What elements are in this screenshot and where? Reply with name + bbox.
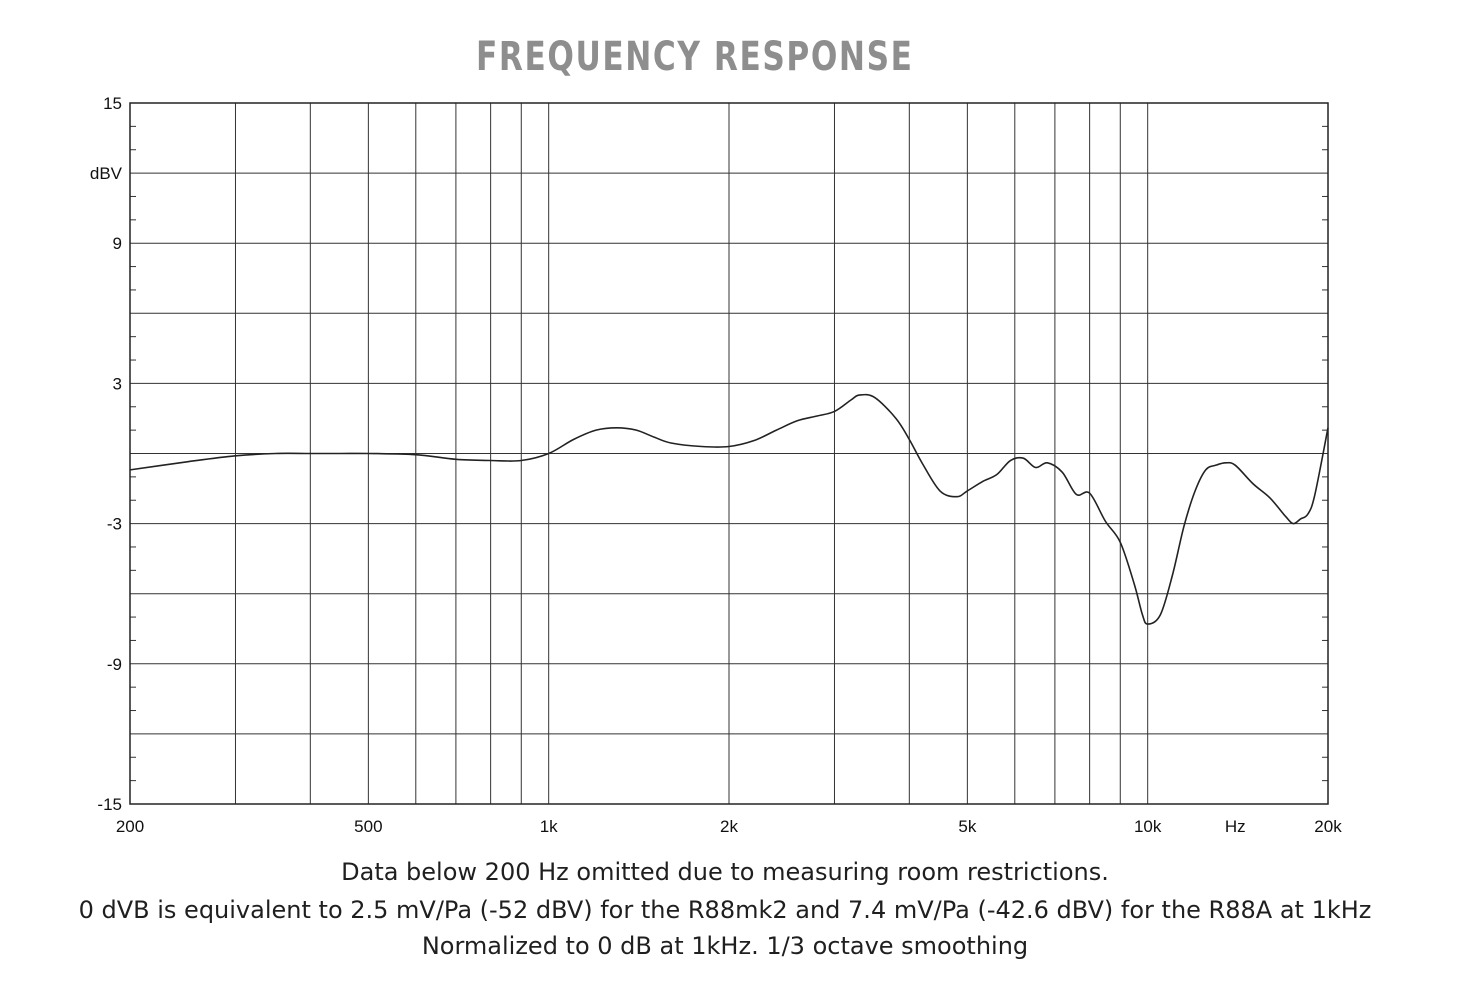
axis-ticks: 15 9 3 -3 -9 -15 dBV 200 500 1k 2k 5k 10k 20k Hz [90, 94, 1342, 836]
plot-frame [129, 102, 1329, 805]
y-axis-label: dBV [90, 164, 123, 183]
x-tick-label: 10k [1134, 817, 1162, 836]
note-reference-level: 0 dVB is equivalent to 2.5 mV/Pa (-52 dB… [78, 896, 1372, 924]
frequency-response-chart: 15 9 3 -3 -9 -15 dBV 200 500 1k 2k 5k 10k 20k Hz [90, 94, 1342, 836]
chart-title: FREQUENCY RESPONSE [476, 34, 914, 80]
x-tick-label: 2k [720, 817, 738, 836]
x-tick-label: 500 [354, 817, 382, 836]
x-tick-label: 200 [116, 817, 144, 836]
y-tick-label: 3 [113, 374, 122, 393]
note-normalization: Normalized to 0 dB at 1kHz. 1/3 octave s… [421, 932, 1029, 960]
series-layer [129, 393, 1329, 625]
y-tick-label: -9 [107, 655, 122, 674]
frequency-response-line [129, 393, 1329, 625]
y-tick-label: 15 [103, 94, 122, 113]
note-data-omitted: Data below 200 Hz omitted due to measuri… [341, 858, 1109, 886]
x-axis-label: Hz [1225, 817, 1246, 836]
x-tick-label: 1k [540, 817, 558, 836]
x-tick-label: 20k [1314, 817, 1342, 836]
grid [130, 103, 1328, 804]
x-tick-label: 5k [958, 817, 976, 836]
y-tick-label: 9 [113, 234, 122, 253]
y-tick-label: -15 [97, 795, 122, 814]
y-tick-label: -3 [107, 515, 122, 534]
